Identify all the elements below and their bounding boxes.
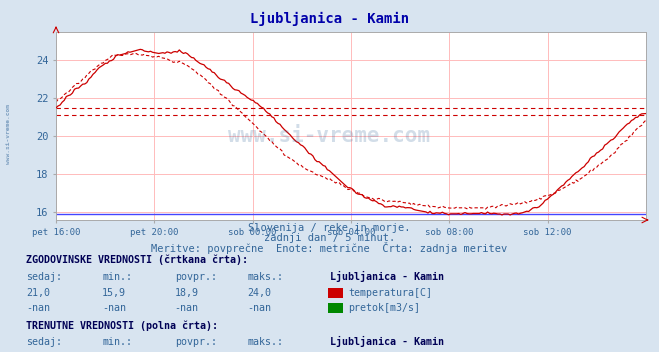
Text: 21,0: 21,0 bbox=[26, 288, 50, 298]
Text: Slovenija / reke in morje.: Slovenija / reke in morje. bbox=[248, 222, 411, 233]
Text: sedaj:: sedaj: bbox=[26, 337, 63, 347]
Text: Ljubljanica - Kamin: Ljubljanica - Kamin bbox=[330, 336, 444, 347]
Text: sedaj:: sedaj: bbox=[26, 272, 63, 282]
Text: -nan: -nan bbox=[175, 303, 198, 313]
Text: -nan: -nan bbox=[247, 303, 271, 313]
Text: -nan: -nan bbox=[26, 303, 50, 313]
Text: pretok[m3/s]: pretok[m3/s] bbox=[348, 303, 420, 313]
Text: zadnji dan / 5 minut.: zadnji dan / 5 minut. bbox=[264, 233, 395, 243]
Text: povpr.:: povpr.: bbox=[175, 337, 217, 347]
Text: ZGODOVINSKE VREDNOSTI (črtkana črta):: ZGODOVINSKE VREDNOSTI (črtkana črta): bbox=[26, 255, 248, 265]
Text: Meritve: povprečne  Enote: metrične  Črta: zadnja meritev: Meritve: povprečne Enote: metrične Črta:… bbox=[152, 242, 507, 254]
Text: min.:: min.: bbox=[102, 337, 132, 347]
Text: -nan: -nan bbox=[102, 303, 126, 313]
Text: temperatura[C]: temperatura[C] bbox=[348, 288, 432, 298]
Text: TRENUTNE VREDNOSTI (polna črta):: TRENUTNE VREDNOSTI (polna črta): bbox=[26, 320, 218, 331]
Text: www.si-vreme.com: www.si-vreme.com bbox=[229, 126, 430, 145]
Text: maks.:: maks.: bbox=[247, 337, 283, 347]
Text: maks.:: maks.: bbox=[247, 272, 283, 282]
Text: Ljubljanica - Kamin: Ljubljanica - Kamin bbox=[330, 271, 444, 282]
Text: povpr.:: povpr.: bbox=[175, 272, 217, 282]
Text: Ljubljanica - Kamin: Ljubljanica - Kamin bbox=[250, 12, 409, 26]
Text: 15,9: 15,9 bbox=[102, 288, 126, 298]
Text: min.:: min.: bbox=[102, 272, 132, 282]
Text: 18,9: 18,9 bbox=[175, 288, 198, 298]
Text: www.si-vreme.com: www.si-vreme.com bbox=[6, 104, 11, 164]
Text: 24,0: 24,0 bbox=[247, 288, 271, 298]
